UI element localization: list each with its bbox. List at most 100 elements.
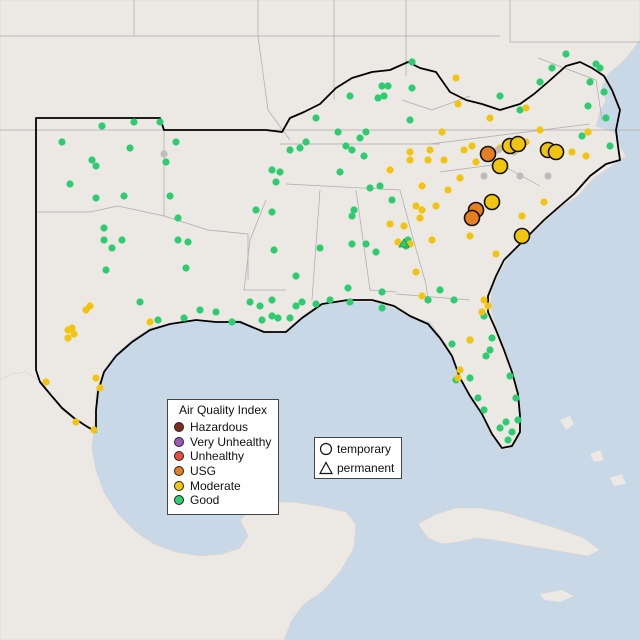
monitor-marker[interactable]: [582, 152, 590, 160]
monitor-marker[interactable]: [508, 428, 516, 436]
monitor-marker[interactable]: [480, 296, 488, 304]
monitor-marker[interactable]: [488, 334, 496, 342]
monitor-marker[interactable]: [184, 238, 192, 246]
monitor-marker[interactable]: [286, 146, 294, 154]
monitor-marker[interactable]: [596, 64, 604, 72]
monitor-marker[interactable]: [412, 268, 420, 276]
monitor-marker[interactable]: [386, 220, 394, 228]
monitor-marker[interactable]: [602, 114, 610, 122]
monitor-marker[interactable]: [82, 306, 90, 314]
monitor-marker[interactable]: [480, 172, 488, 180]
monitor-marker[interactable]: [438, 128, 446, 136]
monitor-marker[interactable]: [120, 192, 128, 200]
monitor-marker[interactable]: [348, 240, 356, 248]
monitor-marker[interactable]: [342, 142, 350, 150]
monitor-marker[interactable]: [448, 340, 456, 348]
monitor-marker[interactable]: [298, 298, 306, 306]
monitor-marker[interactable]: [482, 352, 490, 360]
monitor-marker[interactable]: [606, 142, 614, 150]
monitor-marker[interactable]: [100, 224, 108, 232]
monitor-marker[interactable]: [356, 134, 364, 142]
monitor-marker[interactable]: [494, 146, 502, 154]
monitor-marker[interactable]: [408, 58, 416, 66]
monitor-marker[interactable]: [172, 138, 180, 146]
monitor-marker[interactable]: [166, 192, 174, 200]
monitor-marker[interactable]: [386, 166, 394, 174]
monitor-marker[interactable]: [452, 74, 460, 82]
monitor-marker-large[interactable]: [547, 143, 565, 161]
monitor-marker[interactable]: [276, 168, 284, 176]
monitor-marker[interactable]: [454, 374, 462, 382]
monitor-marker[interactable]: [182, 264, 190, 272]
monitor-marker[interactable]: [406, 156, 414, 164]
monitor-marker[interactable]: [268, 208, 276, 216]
monitor-marker[interactable]: [64, 334, 72, 342]
monitor-marker[interactable]: [346, 92, 354, 100]
monitor-marker[interactable]: [522, 104, 530, 112]
monitor-marker[interactable]: [394, 238, 402, 246]
monitor-marker[interactable]: [162, 158, 170, 166]
monitor-marker[interactable]: [540, 198, 548, 206]
monitor-marker[interactable]: [512, 394, 520, 402]
monitor-marker[interactable]: [92, 162, 100, 170]
monitor-marker[interactable]: [466, 336, 474, 344]
monitor-marker[interactable]: [436, 286, 444, 294]
monitor-marker[interactable]: [68, 324, 76, 332]
monitor-marker[interactable]: [102, 266, 110, 274]
monitor-marker[interactable]: [96, 384, 104, 392]
monitor-marker-large[interactable]: [509, 135, 527, 153]
monitor-marker[interactable]: [536, 78, 544, 86]
monitor-marker[interactable]: [496, 424, 504, 432]
monitor-marker[interactable]: [486, 114, 494, 122]
monitor-marker[interactable]: [454, 100, 462, 108]
monitor-marker[interactable]: [70, 330, 78, 338]
monitor-marker[interactable]: [418, 182, 426, 190]
monitor-marker[interactable]: [374, 94, 382, 102]
monitor-marker[interactable]: [388, 196, 396, 204]
monitor-marker[interactable]: [126, 144, 134, 152]
monitor-marker[interactable]: [450, 296, 458, 304]
monitor-marker[interactable]: [548, 64, 556, 72]
monitor-marker[interactable]: [514, 416, 522, 424]
monitor-marker[interactable]: [118, 236, 126, 244]
monitor-marker-large[interactable]: [479, 145, 497, 163]
monitor-marker[interactable]: [154, 316, 162, 324]
monitor-marker[interactable]: [506, 372, 514, 380]
monitor-marker[interactable]: [180, 314, 188, 322]
monitor-marker[interactable]: [372, 248, 380, 256]
monitor-marker[interactable]: [416, 214, 424, 222]
monitor-marker[interactable]: [378, 304, 386, 312]
monitor-marker[interactable]: [432, 202, 440, 210]
monitor-marker[interactable]: [58, 138, 66, 146]
monitor-marker[interactable]: [90, 426, 98, 434]
monitor-marker[interactable]: [496, 92, 504, 100]
monitor-marker[interactable]: [258, 316, 266, 324]
monitor-marker[interactable]: [270, 246, 278, 254]
monitor-marker[interactable]: [400, 222, 408, 230]
monitor-marker[interactable]: [92, 374, 100, 382]
monitor-marker[interactable]: [428, 236, 436, 244]
monitor-marker[interactable]: [108, 244, 116, 252]
monitor-marker[interactable]: [418, 206, 426, 214]
monitor-marker[interactable]: [468, 142, 476, 150]
monitor-marker[interactable]: [156, 118, 164, 126]
monitor-marker[interactable]: [130, 118, 138, 126]
monitor-marker[interactable]: [568, 148, 576, 156]
monitor-marker[interactable]: [360, 152, 368, 160]
monitor-marker[interactable]: [562, 50, 570, 58]
monitor-marker-large[interactable]: [491, 157, 509, 175]
monitor-marker[interactable]: [272, 178, 280, 186]
monitor-marker[interactable]: [362, 128, 370, 136]
monitor-marker[interactable]: [440, 156, 448, 164]
monitor-marker[interactable]: [348, 146, 356, 154]
monitor-marker[interactable]: [418, 292, 426, 300]
monitor-marker[interactable]: [92, 194, 100, 202]
monitor-marker[interactable]: [296, 144, 304, 152]
monitor-marker[interactable]: [584, 128, 592, 136]
monitor-marker-large[interactable]: [483, 193, 501, 211]
monitor-marker[interactable]: [600, 88, 608, 96]
monitor-marker[interactable]: [376, 182, 384, 190]
monitor-marker[interactable]: [160, 150, 168, 158]
monitor-marker[interactable]: [378, 288, 386, 296]
